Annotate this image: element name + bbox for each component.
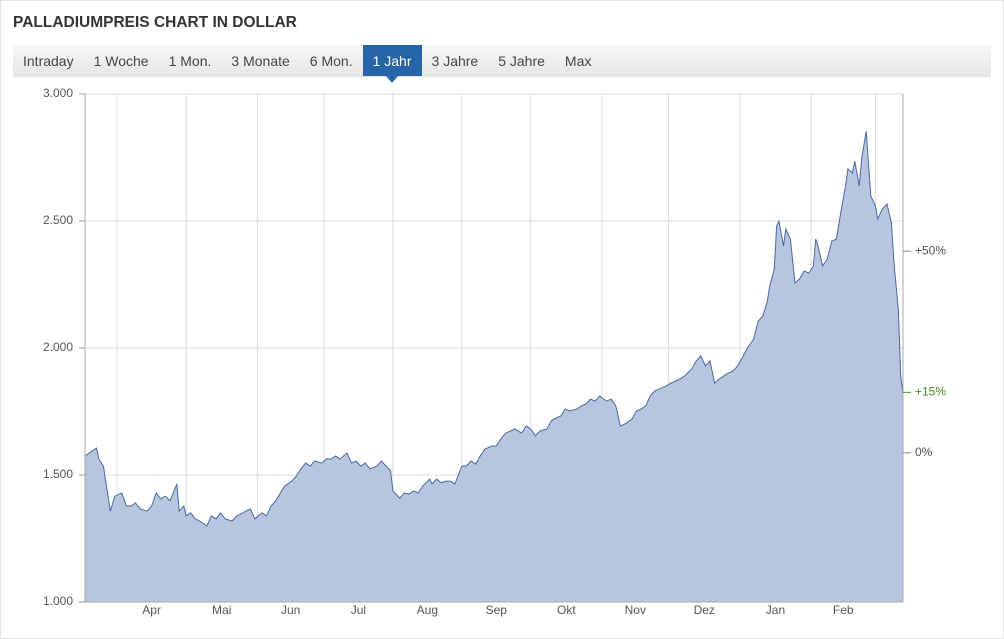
range-tab[interactable]: 3 Monate (231, 52, 290, 69)
x-tick-label: Aug (417, 603, 438, 617)
x-tick-label: Jul (351, 603, 366, 617)
x-tick-label: Apr (142, 603, 161, 617)
x-tick-label: Feb (833, 603, 854, 617)
range-tab[interactable]: 3 Jahre (431, 52, 479, 69)
x-tick-label: Dez (694, 603, 715, 617)
price-area (85, 131, 903, 602)
y-tick-label: 1.000 (43, 594, 73, 608)
range-tab[interactable]: 1 Woche (93, 52, 149, 69)
range-tab[interactable]: Intraday (23, 52, 74, 69)
price-line (84, 131, 904, 527)
last-change-label: +15% (915, 385, 946, 399)
range-tab[interactable]: 1 Mon. (168, 52, 212, 69)
x-tick-label: Mai (212, 603, 231, 617)
x-tick-label: Nov (625, 603, 646, 617)
x-tick-label: Jan (766, 603, 785, 617)
x-tick-label: Okt (557, 603, 576, 617)
y2-tick-label: 0% (915, 445, 933, 459)
range-tabs: Intraday 1 Woche 1 Mon. 3 Monate 6 Mon. 1 Jah… (13, 45, 991, 83)
range-tab[interactable]: 1 Jahr (362, 45, 422, 83)
x-tick-label: Jun (281, 603, 300, 617)
y-tick-label: 2.500 (43, 213, 73, 227)
range-tab[interactable]: 5 Jahre (498, 52, 545, 69)
y2-tick-label: +50% (915, 243, 946, 257)
y-tick-label: 1.500 (43, 467, 73, 481)
range-tab[interactable]: Max (564, 52, 592, 69)
x-tick-label: Sep (486, 603, 508, 617)
y-tick-label: 2.000 (43, 340, 73, 354)
range-tab[interactable]: 6 Mon. (309, 52, 353, 69)
chart-title: PALLADIUMPREIS CHART IN DOLLAR (13, 14, 297, 31)
y-tick-label: 3.000 (43, 86, 73, 100)
